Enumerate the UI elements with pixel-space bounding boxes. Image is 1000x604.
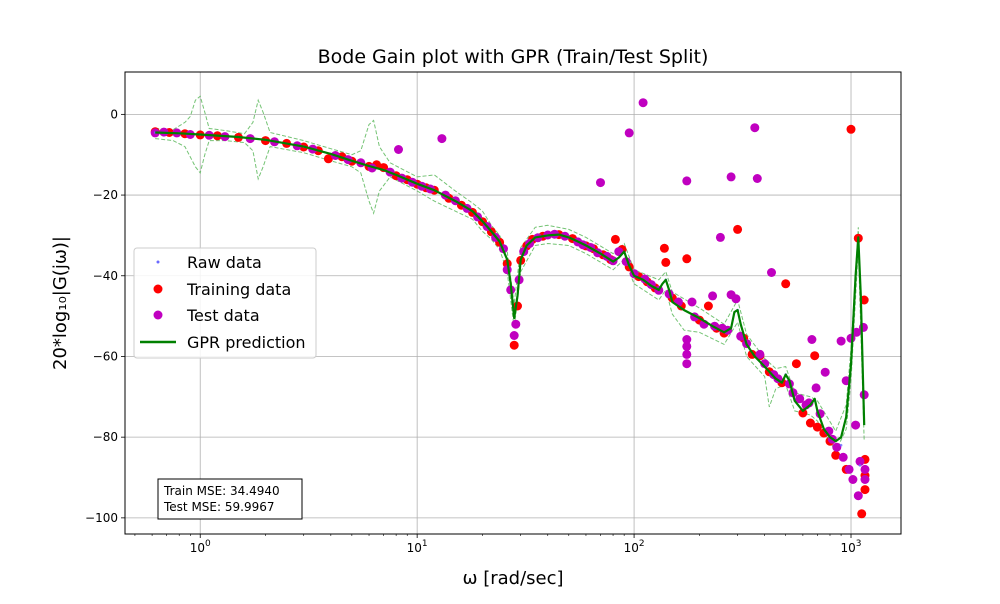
test-point xyxy=(848,475,858,484)
training-point xyxy=(805,418,815,428)
test-point xyxy=(726,172,736,182)
test-point xyxy=(640,274,650,284)
test-point xyxy=(752,174,762,183)
test-point xyxy=(807,335,817,344)
test-point xyxy=(852,327,861,337)
legend-label-test: Test data xyxy=(186,306,260,325)
gpr-prediction-line xyxy=(155,131,866,443)
train-mse-text: Train MSE: 34.4940 xyxy=(163,484,280,498)
test-point xyxy=(750,123,760,133)
chart-title: Bode Gain plot with GPR (Train/Test Spli… xyxy=(318,46,709,68)
training-point xyxy=(831,450,841,460)
legend-label-training: Training data xyxy=(186,280,291,299)
y-tick-label: −20 xyxy=(93,188,118,202)
training-point xyxy=(810,351,820,361)
y-tick-label: −100 xyxy=(85,511,118,525)
test-point xyxy=(853,491,863,501)
test-point xyxy=(858,322,868,332)
test-point xyxy=(394,145,403,154)
test-point xyxy=(687,297,697,307)
training-point xyxy=(703,301,713,311)
test-point xyxy=(638,98,648,108)
test-point xyxy=(755,349,765,359)
mse-annotation: Train MSE: 34.4940 Test MSE: 59.9967 xyxy=(157,478,303,520)
test-point xyxy=(682,359,692,369)
test-point xyxy=(682,335,692,344)
test-point xyxy=(851,420,861,430)
legend-label-raw: Raw data xyxy=(187,253,262,272)
test-point xyxy=(624,128,634,138)
test-point xyxy=(708,291,718,301)
raw-point xyxy=(858,464,862,467)
training-point xyxy=(812,422,822,432)
legend-marker-training xyxy=(153,284,163,294)
test-point xyxy=(682,176,692,186)
test-point xyxy=(795,394,805,404)
y-axis-label: 20*log₁₀|G(jω)| xyxy=(50,236,71,370)
training-point xyxy=(798,408,808,418)
raw-point xyxy=(839,443,843,447)
test-point xyxy=(509,331,519,340)
test-point xyxy=(860,464,870,474)
y-tick-label: −60 xyxy=(93,349,118,363)
test-point xyxy=(731,294,741,304)
test-point xyxy=(838,452,848,462)
test-point xyxy=(682,349,692,359)
data-layer xyxy=(150,95,870,519)
legend-marker-test xyxy=(153,310,163,320)
training-point xyxy=(659,243,669,253)
tick-layer: 100 101 102 103 0 −20 −40 −60 −80 −100 xyxy=(85,107,861,555)
test-point xyxy=(437,134,447,144)
test-point xyxy=(511,319,521,329)
training-point xyxy=(860,485,870,495)
training-point xyxy=(846,124,856,134)
test-point xyxy=(820,367,830,377)
x-axis-label: ω [rad/sec] xyxy=(462,568,563,589)
test-point xyxy=(855,456,865,466)
x-tick-label: 102 xyxy=(624,539,645,555)
test-point xyxy=(811,383,821,393)
x-tick-label: 101 xyxy=(407,539,428,555)
test-point xyxy=(860,475,870,484)
y-tick-label: −40 xyxy=(93,269,118,283)
mse-box xyxy=(157,478,303,520)
training-point xyxy=(509,340,519,350)
legend: Raw data Training data Test data GPR pre… xyxy=(133,247,317,359)
training-point xyxy=(733,224,743,234)
training-point xyxy=(791,359,801,369)
test-point xyxy=(832,442,842,452)
test-point xyxy=(760,359,770,369)
y-tick-label: 0 xyxy=(110,107,118,121)
training-point xyxy=(323,154,333,164)
training-point xyxy=(682,254,692,264)
legend-marker-raw xyxy=(156,260,160,264)
y-tick-label: −80 xyxy=(93,430,118,444)
x-tick-label: 103 xyxy=(841,539,862,555)
legend-label-gpr: GPR prediction xyxy=(187,333,306,352)
test-point xyxy=(682,341,692,351)
x-tick-label: 100 xyxy=(190,539,211,555)
legend-box xyxy=(133,247,317,359)
test-mse-text: Test MSE: 59.9967 xyxy=(163,500,274,514)
test-point xyxy=(767,268,776,277)
training-point xyxy=(781,279,791,289)
gpr-band-line xyxy=(155,138,865,453)
training-point xyxy=(661,257,671,267)
test-point xyxy=(844,464,854,474)
test-point xyxy=(596,178,605,188)
plot-frame xyxy=(124,71,902,535)
training-point xyxy=(610,234,620,244)
training-point xyxy=(857,509,867,519)
test-point xyxy=(836,336,846,346)
test-point xyxy=(715,232,725,242)
